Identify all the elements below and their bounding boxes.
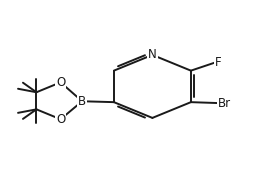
Text: B: B [78,95,86,108]
Text: F: F [215,56,222,69]
Text: Br: Br [218,96,231,110]
Text: O: O [56,113,65,126]
Text: N: N [148,48,157,61]
Text: O: O [56,76,65,89]
